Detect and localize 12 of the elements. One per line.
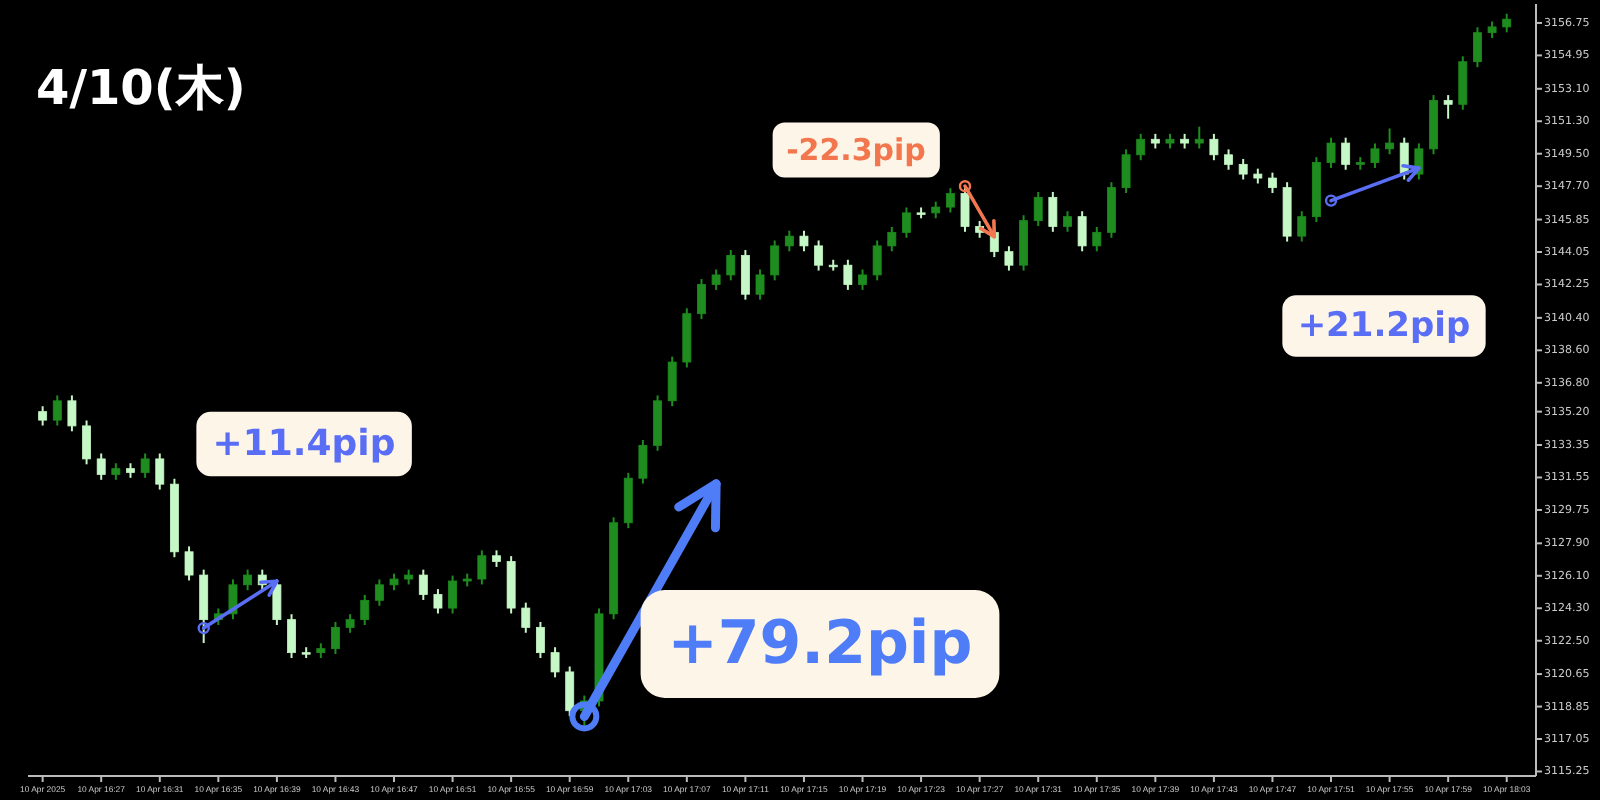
- annotation: +11.4pip: [196, 411, 412, 477]
- annotation: +11.4pip: [212, 423, 396, 465]
- point: [197, 621, 210, 635]
- text: 4/10(木): [36, 60, 246, 116]
- annotation: +21.2pip: [1282, 295, 1486, 357]
- annotation: -22.3pip: [772, 122, 940, 178]
- annotation: -22.3pip: [786, 132, 927, 168]
- point: [958, 179, 972, 193]
- point: [1324, 194, 1338, 207]
- annotation: +79.2pip: [667, 609, 973, 679]
- annotation: +79.2pip: [640, 590, 1000, 698]
- annotation: +21.2pip: [1297, 306, 1471, 346]
